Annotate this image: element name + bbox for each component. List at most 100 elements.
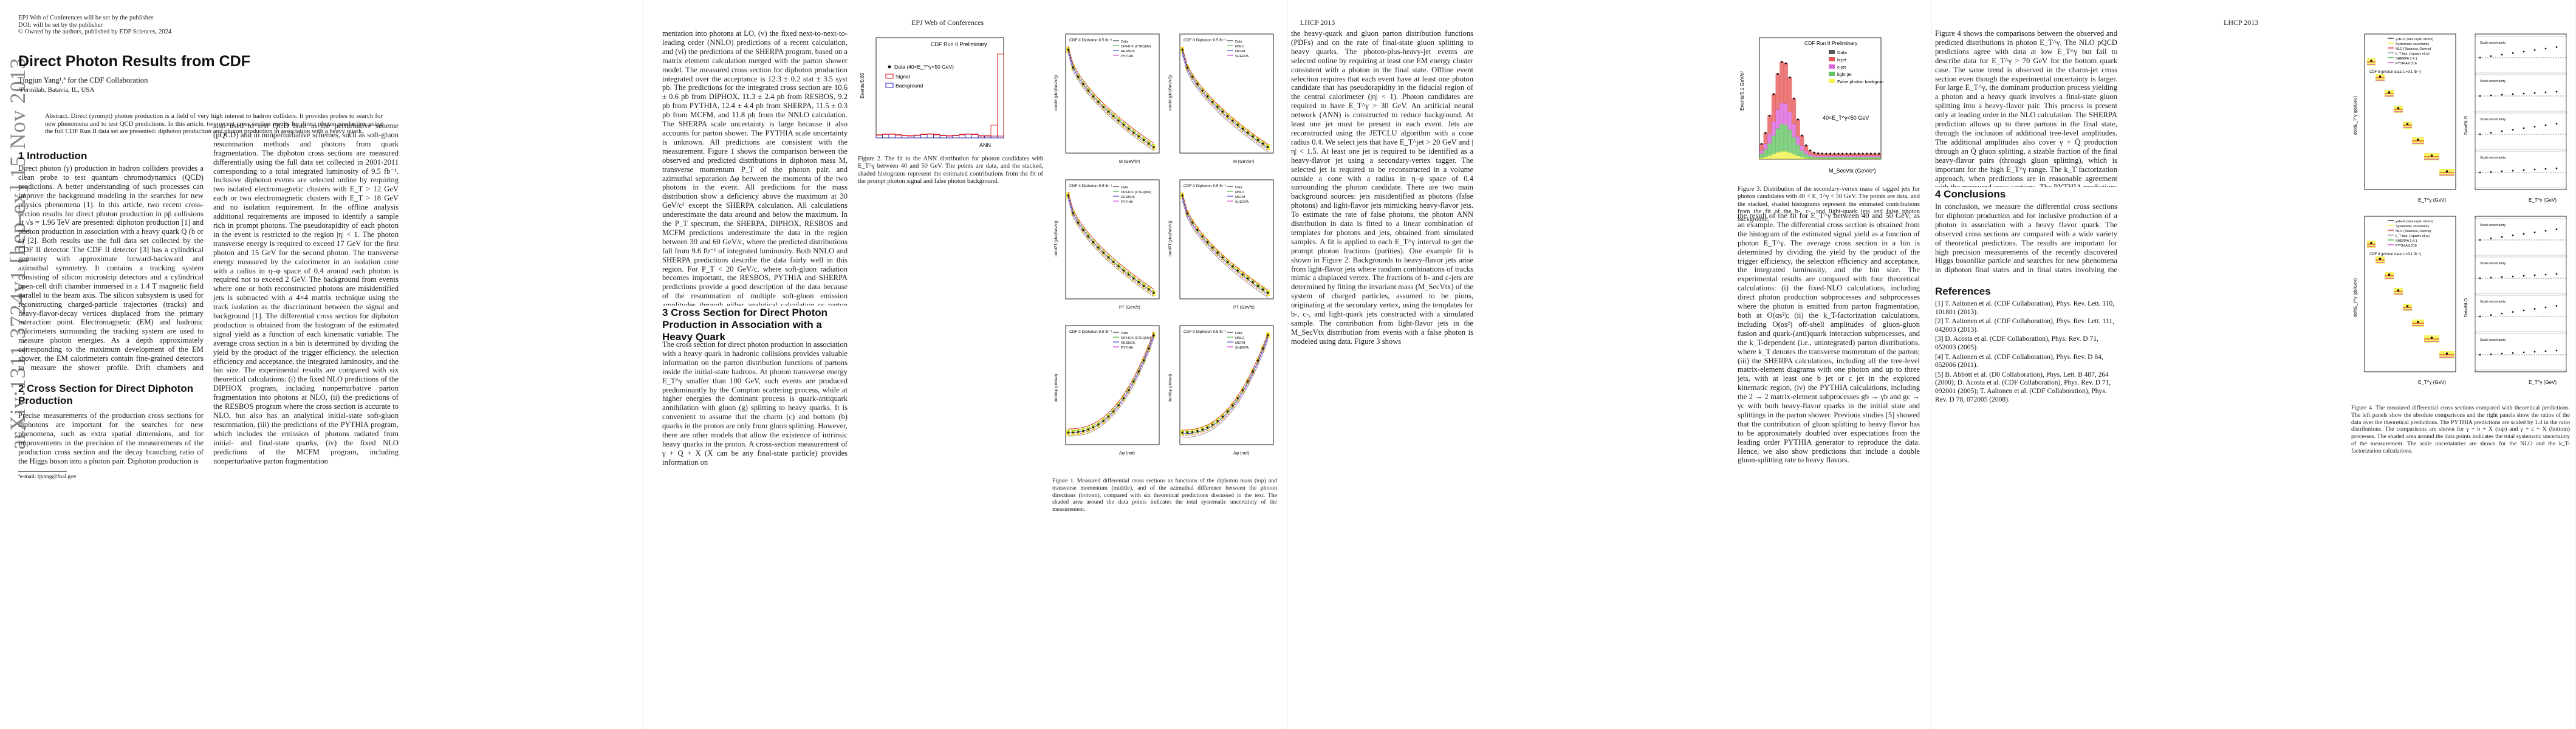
figure-4-grid: E_T^γ (GeV) dσ/dE_T^γ (pb/GeV) CDF II (pho…	[2351, 32, 2570, 396]
data-point	[2406, 123, 2409, 125]
data-point	[1191, 431, 1194, 433]
data-point	[1148, 288, 1150, 290]
data-point	[1107, 416, 1109, 418]
ratio-point	[2544, 306, 2547, 309]
stack-bar	[1865, 156, 1869, 157]
data-point	[1201, 235, 1204, 238]
data-point	[2406, 305, 2409, 307]
data-point	[1262, 347, 1264, 350]
ratio-point	[2501, 276, 2503, 278]
ratio-point	[2479, 56, 2481, 59]
x-axis-label: E_T^γ (GeV)	[2418, 197, 2446, 203]
data-point	[1072, 431, 1074, 434]
ann-histogram	[875, 53, 1004, 139]
data-point	[1797, 118, 1799, 121]
figure-1-panel: CDF II Diphoton 9.5 fb⁻¹ dσ/dM (pb/(GeV/c…	[1168, 33, 1274, 164]
data-point	[1082, 83, 1084, 86]
legend-label: MCFM	[1235, 196, 1245, 199]
data-point	[1206, 241, 1209, 244]
data-point	[1072, 66, 1074, 69]
legend-marker-background	[885, 83, 894, 88]
data-point	[1776, 72, 1779, 75]
ratio-label: Scale uncertainty	[2480, 262, 2506, 265]
ratio-point	[2533, 49, 2536, 51]
ratio-point	[2490, 276, 2492, 279]
stack-bar	[1795, 156, 1800, 160]
legend-label: Systematic uncertainty	[2396, 225, 2430, 228]
stack-bar	[1795, 145, 1800, 156]
data-point	[2379, 258, 2382, 260]
plot-frame	[1179, 179, 1274, 299]
ratio-subpanel	[2475, 333, 2567, 371]
column-2-text: also used to test QCD both in the pertur…	[213, 122, 399, 465]
ratio-point	[2490, 238, 2492, 239]
legend-label: SHERPA 1.4.1	[2396, 57, 2417, 61]
stack-bar	[1792, 123, 1797, 138]
section-heading: 1 Introduction	[18, 150, 87, 162]
stack-bar	[1767, 156, 1772, 160]
data-point	[1874, 152, 1876, 155]
x-axis-label: E_T^γ (GeV)	[2529, 197, 2557, 203]
data-point	[1102, 252, 1105, 254]
theory-curve	[1067, 49, 1154, 148]
data-point	[1137, 370, 1140, 373]
data-point	[1821, 152, 1823, 155]
data-point	[1107, 256, 1109, 259]
stack-bar	[1836, 156, 1841, 157]
y-axis-label: dσ/dE_T^γ (pb/GeV)	[2354, 96, 2358, 135]
plot-box-label: CDF II Diphoton 9.5 fb⁻¹	[1069, 184, 1112, 188]
ratio-point	[2512, 52, 2514, 54]
ratio-point	[2533, 308, 2536, 310]
data-point	[1242, 128, 1244, 130]
legend-label: MCFM	[1235, 50, 1245, 53]
theory-curve	[1182, 200, 1269, 298]
data-point	[1148, 347, 1150, 350]
column-1-text: mentation into photons at LO, (v) the fi…	[662, 29, 848, 306]
data-point	[1845, 152, 1848, 155]
ratio-point	[2544, 273, 2547, 276]
data-point	[1097, 423, 1100, 426]
stack-bar	[1780, 124, 1784, 152]
legend-label: γ+b+X (stat.+syst. errors)	[2396, 220, 2433, 224]
legend-label: RESBOS	[1121, 196, 1135, 199]
ratio-point	[2501, 170, 2503, 173]
section-2-text: Precise measurements of the production c…	[18, 411, 204, 465]
ratio-point	[2555, 305, 2558, 307]
ratio-point	[2479, 277, 2481, 279]
data-point	[1256, 139, 1259, 142]
stack-bar	[1763, 143, 1768, 150]
signal-bar	[984, 135, 992, 137]
stack-bar	[1828, 156, 1833, 157]
legend-swatch	[1829, 72, 1835, 76]
data-point	[1805, 144, 1807, 146]
data-point	[1242, 273, 1244, 276]
data-point	[1231, 119, 1234, 122]
ratio-point	[2555, 167, 2558, 169]
plot-frame	[1065, 33, 1160, 154]
ratio-point	[2544, 230, 2547, 232]
stack-bar	[1812, 155, 1817, 157]
stack-bar	[1840, 156, 1845, 157]
data-point	[1092, 95, 1095, 98]
stack-bar	[1780, 102, 1784, 125]
data-point	[1878, 152, 1880, 155]
x-axis-label: M_SecVtx (GeV/c²)	[1829, 168, 1876, 174]
legend-swatch	[1829, 79, 1835, 83]
ratio-point	[2544, 91, 2547, 94]
data-point	[1201, 428, 1204, 431]
plot-box-label: CDF II Diphoton 9.5 fb⁻¹	[1069, 330, 1112, 334]
data-point	[1186, 66, 1188, 69]
data-point	[1841, 152, 1844, 155]
ratio-point	[2479, 171, 2481, 174]
stack-bar	[1860, 157, 1865, 159]
legend-label: NNLO	[1235, 45, 1245, 49]
figure-4-panel: E_T^γ (GeV) Data/NLO Scale uncertainty Scal…	[2464, 216, 2567, 385]
stack-bar	[1868, 156, 1873, 157]
stack-bar	[1877, 156, 1882, 157]
legend-label: k_T fact. (Lipatov et al.)	[2396, 52, 2431, 56]
data-point	[2370, 60, 2372, 62]
signal-bar	[908, 135, 915, 137]
stack-bar	[1783, 151, 1788, 160]
data-point	[1262, 142, 1264, 145]
ratio-label: Scale uncertainty	[2480, 300, 2506, 304]
